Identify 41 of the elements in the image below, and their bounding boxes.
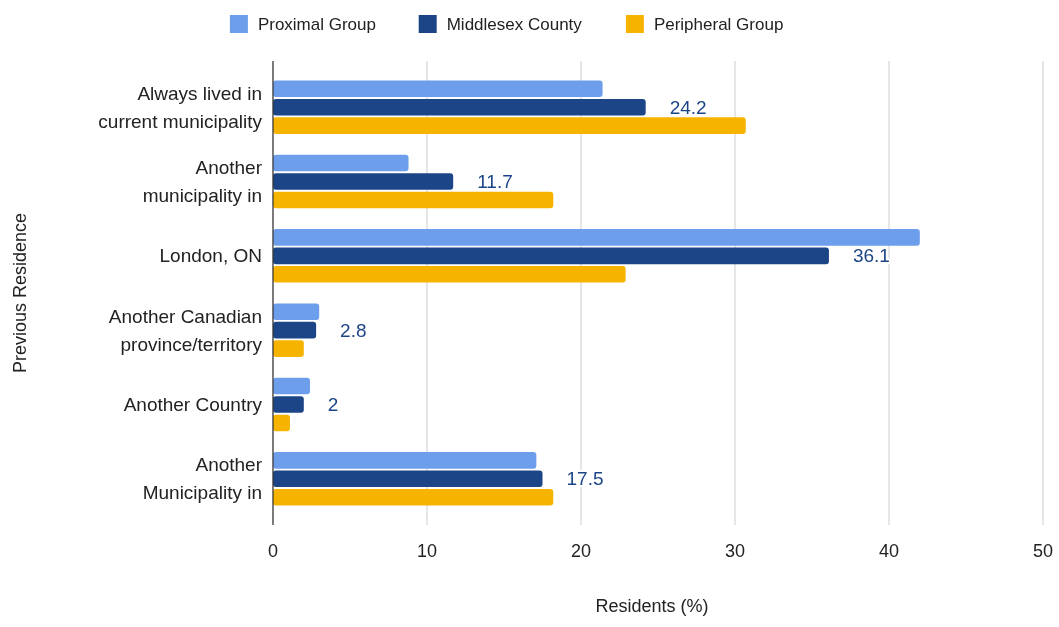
y-tick-label: Another Canadian province/territory: [108, 305, 263, 355]
bar: [273, 265, 626, 283]
bar: [273, 191, 554, 209]
y-axis-title: Previous Residence: [10, 212, 30, 374]
y-tick-label: Another Municipality in: [142, 454, 263, 504]
bar: [273, 470, 543, 488]
bar: [273, 173, 454, 190]
legend-label: Peripheral Group: [653, 14, 784, 34]
data-label: 24.2: [669, 96, 707, 118]
bar: [273, 154, 409, 172]
data-label: 17.5: [566, 468, 604, 490]
x-tick-label: 50: [1032, 541, 1054, 561]
bar: [273, 377, 310, 395]
x-tick-label: 30: [724, 541, 746, 561]
data-label: 2: [327, 394, 339, 416]
bar: [273, 80, 603, 98]
x-tick-label: 20: [570, 541, 592, 561]
legend-label: Proximal Group: [257, 14, 377, 34]
y-tick-label: London, ON: [159, 245, 262, 267]
y-tick-label: Another Country: [123, 394, 263, 416]
x-tick-label: 0: [267, 541, 279, 561]
y-tick-label: Another municipality in: [142, 157, 263, 207]
bar: [273, 98, 646, 116]
legend-label: Middlesex County: [446, 14, 583, 34]
bar: [273, 452, 537, 469]
bar: [273, 229, 920, 246]
bar: [273, 396, 304, 413]
bar: [273, 117, 746, 134]
bar: [273, 488, 554, 506]
bar: [273, 414, 290, 432]
data-label: 11.7: [477, 171, 513, 193]
bar: [273, 303, 320, 321]
bar: [273, 247, 829, 265]
x-tick-label: 40: [878, 541, 900, 561]
bar: [273, 340, 304, 357]
bar: [273, 321, 317, 339]
x-axis-title: Residents (%): [595, 596, 709, 616]
data-label: 36.1: [852, 245, 890, 267]
data-label: 2.8: [340, 319, 367, 341]
y-tick-label: Always lived in current municipality: [98, 82, 263, 132]
x-tick-label: 10: [416, 541, 438, 561]
